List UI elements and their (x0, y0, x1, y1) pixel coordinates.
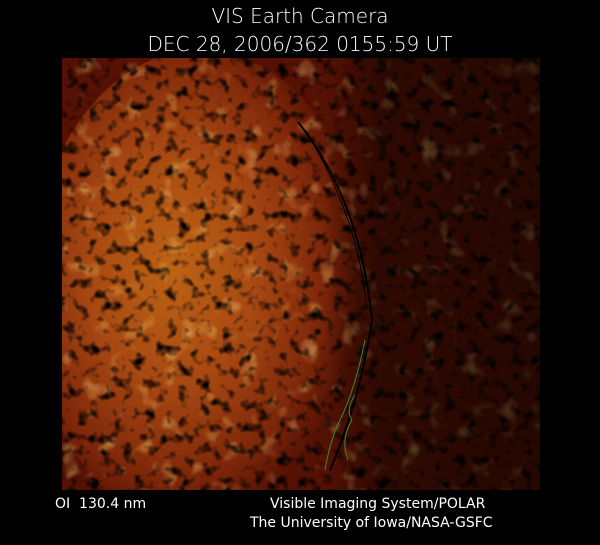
timestamp: DEC 28, 2006/362 0155:59 UT (148, 32, 453, 56)
earth-image (62, 58, 540, 490)
wavelength: OI 130.4 nm (55, 496, 146, 512)
terminator-line (304, 129, 367, 301)
coastline (344, 394, 356, 461)
night-side (62, 58, 540, 490)
terminator-line (297, 121, 374, 471)
credit: The University of Iowa/NASA-GSFC (249, 515, 493, 531)
title: VIS Earth Camera (211, 4, 388, 28)
instrument: Visible Imaging System/POLAR (270, 496, 486, 512)
coastline (324, 339, 366, 471)
